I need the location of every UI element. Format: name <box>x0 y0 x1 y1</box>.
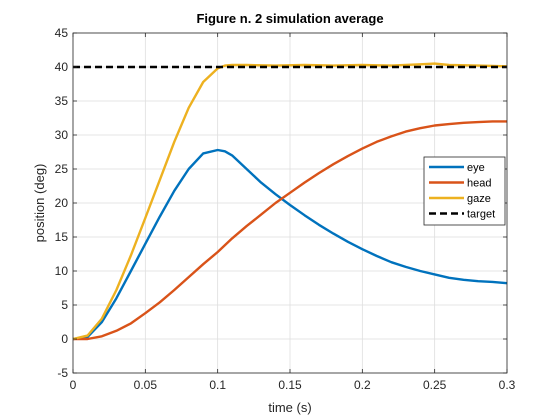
y-tick-label: 5 <box>61 298 68 312</box>
series-line-gaze <box>72 62 508 341</box>
y-tick-label: 35 <box>55 94 69 108</box>
y-tick-label: 40 <box>55 60 69 74</box>
y-tick-label: 25 <box>55 162 69 176</box>
legend-label-eye: eye <box>467 162 485 174</box>
legend-label-head: head <box>467 178 491 190</box>
x-tick-label: 0.05 <box>134 378 158 392</box>
ticks: 0 0.05 0.1 0.15 0.2 0.25 0.3-50510152025303540… <box>55 26 516 392</box>
legend: eye head gaze target <box>423 156 506 226</box>
x-tick-label: 0.25 <box>423 378 447 392</box>
y-tick-label: -5 <box>57 366 68 380</box>
y-tick-label: 15 <box>55 230 69 244</box>
legend-box <box>423 156 506 226</box>
legend-label-gaze: gaze <box>467 193 491 205</box>
y-tick-label: 20 <box>55 196 69 210</box>
y-tick-label: 0 <box>61 332 68 346</box>
x-tick-label: 0.2 <box>354 378 371 392</box>
series-layer <box>72 62 508 341</box>
chart-title: Figure n. 2 simulation average <box>196 11 383 26</box>
x-tick-label: 0.3 <box>499 378 516 392</box>
y-tick-label: 45 <box>55 26 69 40</box>
legend-label-target: target <box>467 209 495 221</box>
y-tick-label: 30 <box>55 128 69 142</box>
x-tick-label: 0 <box>70 378 77 392</box>
x-tick-label: 0.15 <box>278 378 302 392</box>
series-line-head <box>73 120 507 341</box>
y-axis-label: position (deg) <box>32 164 47 243</box>
series-line-eye <box>72 148 508 341</box>
y-tick-label: 10 <box>55 264 69 278</box>
x-tick-label: 0.1 <box>209 378 226 392</box>
x-axis-label: time (s) <box>268 400 311 415</box>
